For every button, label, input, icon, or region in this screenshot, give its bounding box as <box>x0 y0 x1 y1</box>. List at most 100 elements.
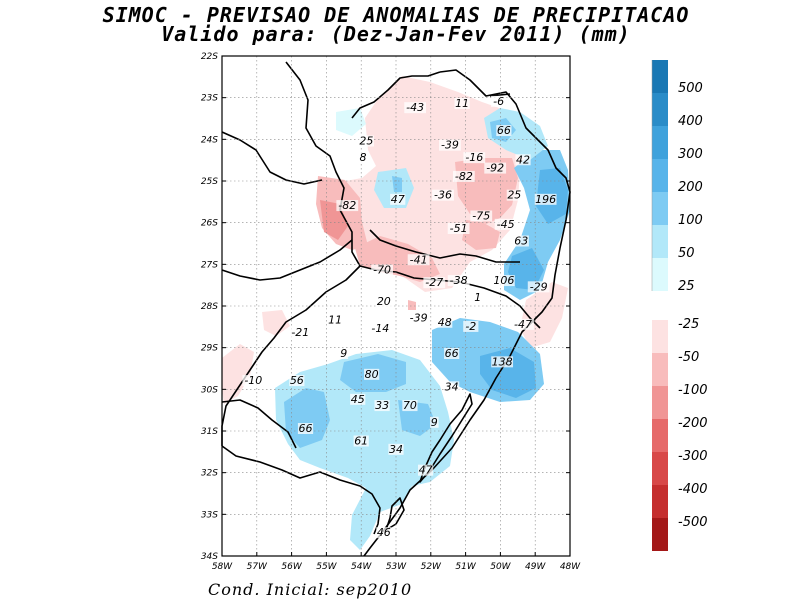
axis-ticks: 22S23S24S25S26S27S28S29S30S31S32S33S34S5… <box>201 52 581 572</box>
contour-label: -2 <box>465 320 476 333</box>
contour-label: 42 <box>516 153 530 166</box>
contour-labels: -43 11 -6 66 25 -39 8 -16-92 42 -82 47 -36 25 196 -82 -… <box>242 95 557 539</box>
contour-label-bg <box>494 218 517 230</box>
colorbar-swatch-negative <box>652 353 668 386</box>
contour-label-bg <box>289 327 312 339</box>
lon-tick-label: 55W <box>316 562 337 572</box>
contour-label-bg <box>484 162 507 174</box>
contour-label-bg <box>376 527 392 539</box>
lat-tick-label: 24S <box>201 135 218 145</box>
colorbar-swatch-positive <box>652 93 668 126</box>
colorbar-swatch-negative <box>652 452 668 485</box>
positive-anomaly-northeast-core2 <box>508 248 544 290</box>
lat-tick-label: 29S <box>201 344 218 354</box>
contour-label: -51 <box>450 222 468 235</box>
lon-tick-label: 50W <box>490 562 511 572</box>
contour-label: -29 <box>530 280 548 293</box>
contour-label: -36 <box>434 189 452 202</box>
contour-label-bg <box>327 314 343 326</box>
contour-label: -82 <box>338 199 356 212</box>
contour-label: 25 <box>507 189 521 202</box>
contour-label-bg <box>429 416 439 428</box>
colorbar-swatch-negative <box>652 386 668 419</box>
contour-label: 138 <box>492 355 513 368</box>
contour-label-bg <box>491 356 514 368</box>
positive-anomaly-center-north-core <box>392 176 402 192</box>
contour-label: 48 <box>438 316 452 329</box>
contour-label-bg <box>339 348 349 359</box>
contour-label: 11 <box>455 97 469 110</box>
contour-label: -75 <box>472 210 490 223</box>
negative-anomaly-center-small <box>408 300 416 310</box>
contour-label-bg <box>242 375 265 387</box>
colorbar-label: 500 <box>678 81 703 96</box>
lat-tick-label: 34S <box>201 552 218 562</box>
contour-label-bg <box>447 275 470 287</box>
colorbar-label: -500 <box>678 515 708 530</box>
contour-label: 56 <box>290 374 304 387</box>
colorbar-swatch-positive <box>652 159 668 192</box>
contour-label-bg <box>463 320 479 332</box>
argentina-paraguay-border <box>221 239 353 281</box>
contour-label: 63 <box>514 235 528 248</box>
lat-tick-label: 26S <box>201 219 218 229</box>
rs-argentina-border <box>221 265 361 446</box>
colorbar-swatch-positive <box>652 225 668 258</box>
colorbar-label: -50 <box>678 350 699 365</box>
contour-label-bg <box>353 435 369 447</box>
contour-label: -10 <box>244 374 262 387</box>
contour-label: 34 <box>389 443 403 456</box>
contour-label-bg <box>447 223 470 234</box>
contour-label-bg <box>369 323 392 334</box>
contour-label: -39 <box>410 312 428 325</box>
colorbar-label: -200 <box>678 416 708 431</box>
negative-anomaly-north-core2 <box>462 220 500 250</box>
contour-label: 33 <box>375 399 389 412</box>
contour-label-bg <box>444 348 460 359</box>
contour-label-bg <box>407 254 430 266</box>
lon-tick-label: 56W <box>281 562 302 572</box>
colorbar-swatch-negative <box>652 518 668 551</box>
contour-label: -70 <box>373 264 391 277</box>
contour-label-bg <box>439 139 461 151</box>
contour-label: 45 <box>351 393 365 406</box>
lon-tick-label: 58W <box>212 562 233 572</box>
contour-label-bg <box>297 423 314 434</box>
contour-label: 1 <box>474 291 481 304</box>
contour-label-bg <box>402 400 418 412</box>
colorbar-label: -300 <box>678 449 708 464</box>
parana-west-border <box>285 61 361 267</box>
contour-label: 47 <box>391 193 405 206</box>
contour-label: 66 <box>445 347 459 360</box>
parana-north-border <box>351 71 441 119</box>
colorbar-swatch-negative <box>652 485 668 518</box>
colorbar-label: 300 <box>678 147 703 162</box>
map-title-line2: Valido para: (Dez-Jan-Fev 2011) (mm) <box>161 22 631 46</box>
contour-label-bg <box>444 381 460 393</box>
colorbar-swatch-positive <box>652 126 668 159</box>
contour-label-bg <box>376 295 392 307</box>
contour-label-bg <box>388 443 404 455</box>
positive-anomaly-top-left <box>336 108 366 136</box>
contour-label-bg <box>454 98 470 109</box>
contour-label-bg <box>289 375 305 387</box>
uruguay-argentina-border <box>221 399 297 449</box>
colorbar-label: -400 <box>678 482 708 497</box>
contour-label: 9 <box>340 347 347 360</box>
paraguay-river <box>221 131 323 185</box>
contour-label-bg <box>358 135 375 147</box>
contour-label: -16 <box>465 151 483 164</box>
contour-label: -38 <box>450 274 468 287</box>
lon-tick-label: 53W <box>386 562 407 572</box>
colorbar-label: 200 <box>678 180 703 195</box>
contour-label: 61 <box>354 435 368 448</box>
contour-label-bg <box>432 189 454 201</box>
contour-label: 25 <box>359 135 373 148</box>
colorbar-swatch-positive <box>652 258 668 291</box>
contour-label-bg <box>470 210 493 222</box>
contour-label: 46 <box>377 526 391 539</box>
contour-label-bg <box>515 154 531 166</box>
colorbar-label: -100 <box>678 383 708 398</box>
lon-tick-label: 49W <box>525 562 546 572</box>
